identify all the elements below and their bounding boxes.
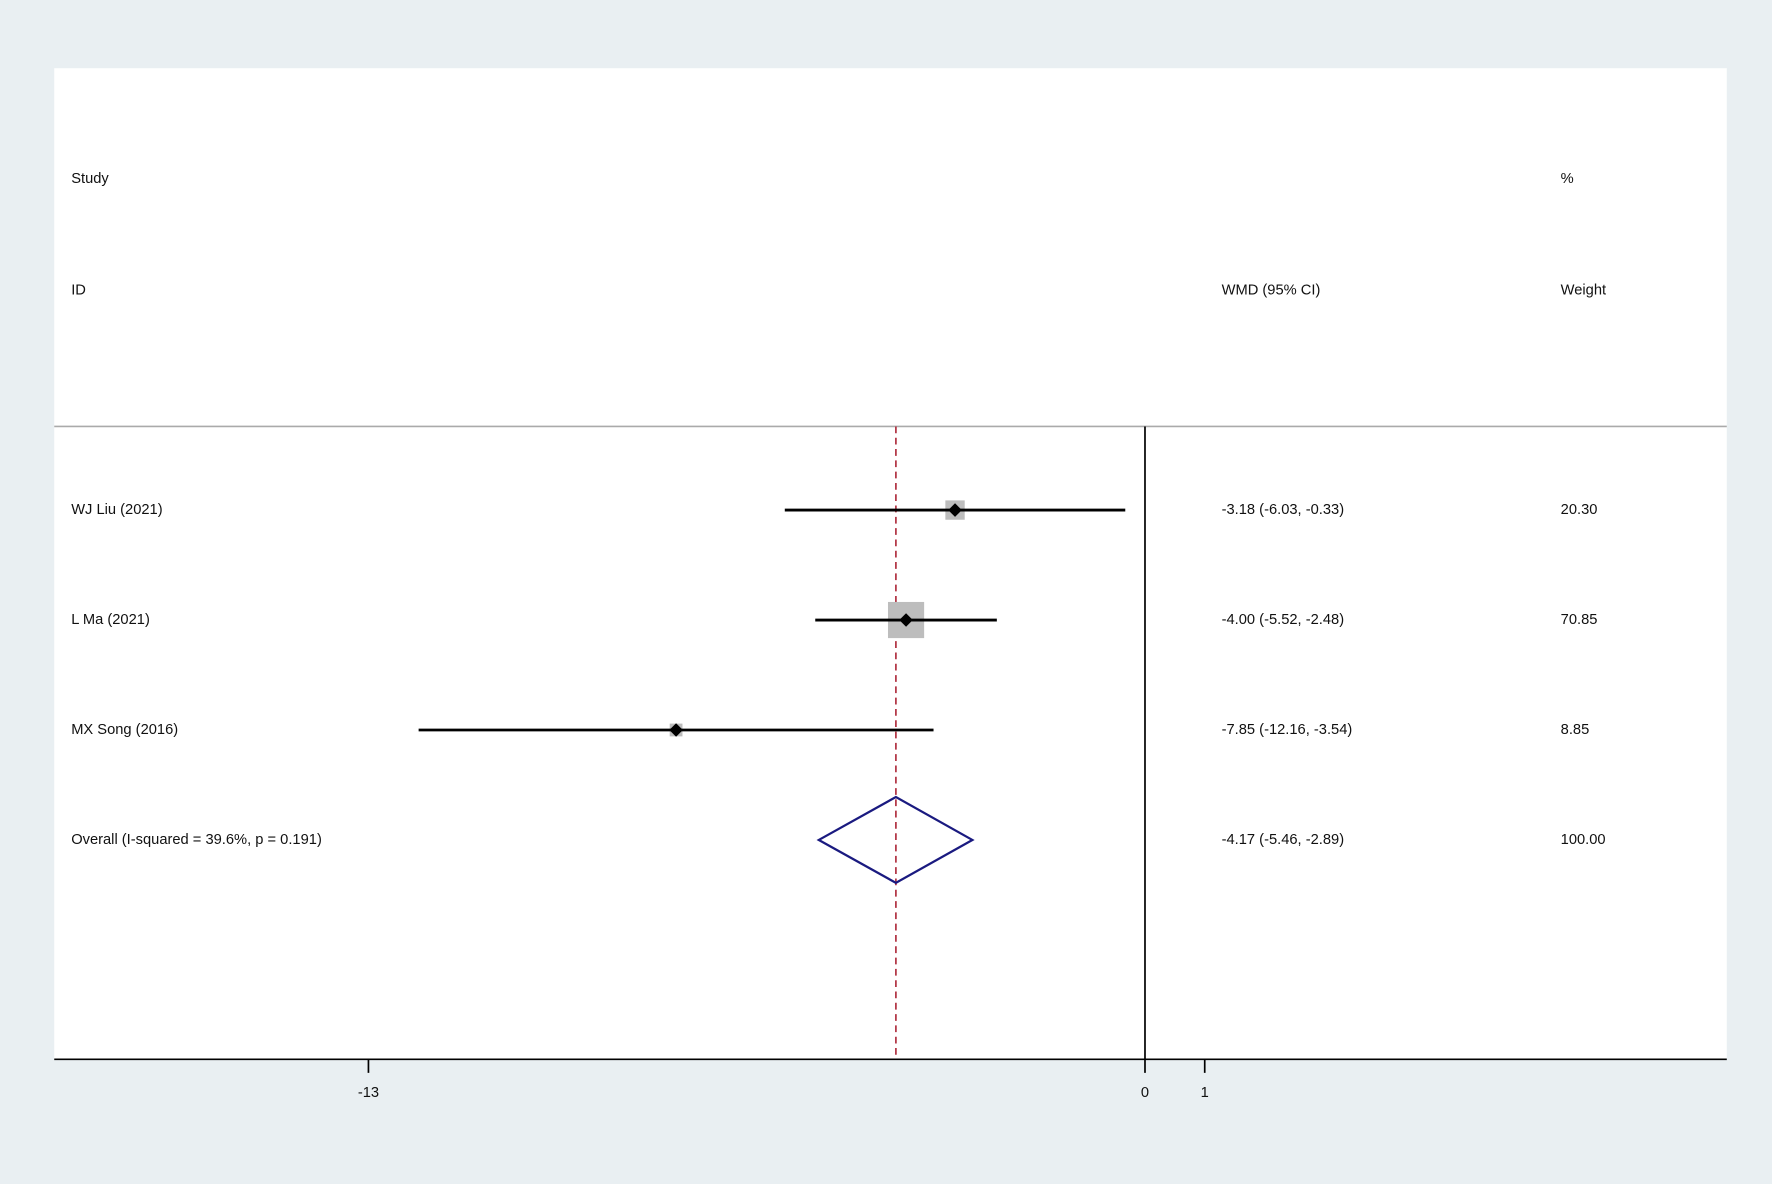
study-label: MX Song (2016) bbox=[71, 722, 178, 738]
weight-label: 20.30 bbox=[1561, 502, 1598, 518]
study-label: WJ Liu (2021) bbox=[71, 502, 162, 518]
weight-label: 70.85 bbox=[1561, 612, 1598, 628]
header-weight-top: % bbox=[1561, 171, 1574, 187]
header-study: Study bbox=[71, 171, 109, 187]
header-weight: Weight bbox=[1561, 283, 1606, 299]
weight-label: 100.00 bbox=[1561, 832, 1606, 848]
weight-label: 8.85 bbox=[1561, 722, 1590, 738]
x-tick-label: 1 bbox=[1201, 1085, 1209, 1101]
point-estimate bbox=[948, 503, 962, 517]
x-tick-label: 0 bbox=[1141, 1085, 1149, 1101]
study-label: L Ma (2021) bbox=[71, 612, 150, 628]
ci-label: -3.18 (-6.03, -0.33) bbox=[1222, 502, 1344, 518]
ci-label: -4.00 (-5.52, -2.48) bbox=[1222, 612, 1344, 628]
study-label: Overall (I-squared = 39.6%, p = 0.191) bbox=[71, 832, 322, 848]
point-estimate bbox=[669, 723, 683, 737]
header-id: ID bbox=[71, 283, 86, 299]
header-effect: WMD (95% CI) bbox=[1222, 283, 1321, 299]
ci-label: -7.85 (-12.16, -3.54) bbox=[1222, 722, 1353, 738]
ci-label: -4.17 (-5.46, -2.89) bbox=[1222, 832, 1344, 848]
overall-diamond bbox=[816, 795, 975, 885]
point-estimate bbox=[899, 613, 913, 627]
plot-area bbox=[54, 68, 1727, 1060]
x-tick-label: -13 bbox=[358, 1085, 379, 1101]
